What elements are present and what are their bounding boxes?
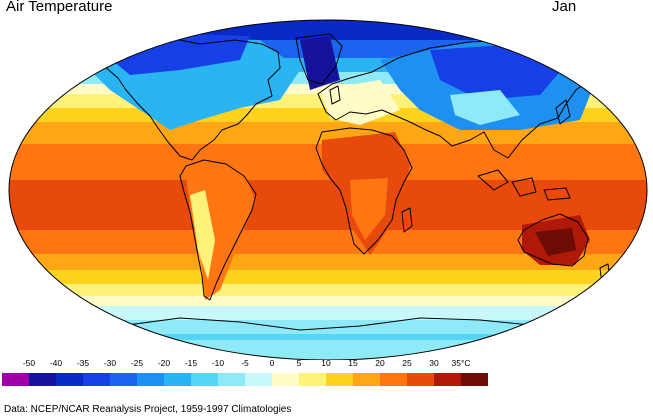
europe	[320, 80, 400, 125]
legend-label: -30	[103, 358, 117, 368]
legend-label: -25	[130, 358, 144, 368]
coast-eurasia	[317, 39, 605, 159]
legend-label: -40	[49, 358, 63, 368]
globe-outline	[8, 19, 648, 360]
legend-label: 30	[429, 358, 439, 368]
temperature-bands	[9, 20, 647, 360]
legend-label: -15	[184, 358, 198, 368]
legend-labels: -50 -40 -35 -30 -25 -20 -15 -10 -5 0 5 10 15 20 25 30 35…	[2, 358, 471, 372]
data-source: Data: NCEP/NCAR Reanalysis Project, 1959…	[4, 404, 292, 415]
coast-north-america	[87, 37, 281, 161]
legend-label: 35°C	[451, 358, 471, 368]
legend-swatch	[218, 373, 245, 386]
coast-greenland	[295, 33, 343, 85]
legend-label: 25	[402, 358, 412, 368]
coastlines	[87, 33, 611, 331]
legend-swatch	[407, 373, 434, 386]
legend-swatch	[137, 373, 164, 386]
legend-swatch	[353, 373, 380, 386]
legend-swatch	[2, 373, 29, 386]
legend-swatch	[164, 373, 191, 386]
map-title: Air Temperature	[6, 0, 113, 15]
legend-swatch	[380, 373, 407, 386]
legend-label: 5	[296, 358, 302, 368]
legend-swatch	[299, 373, 326, 386]
legend-label: 15	[348, 358, 358, 368]
legend-label: -50	[22, 358, 36, 368]
legend-swatch	[83, 373, 110, 386]
month-label: Jan	[552, 0, 577, 15]
legend-label: -10	[211, 358, 225, 368]
legend-swatch	[56, 373, 83, 386]
legend-label: -35	[76, 358, 90, 368]
legend-swatch	[272, 373, 299, 386]
temperature-map	[8, 19, 648, 360]
legend-swatch	[434, 373, 461, 386]
legend-label: -20	[157, 358, 171, 368]
legend-label: 20	[375, 358, 385, 368]
legend-swatch	[191, 373, 218, 386]
coast-south-america	[179, 159, 257, 301]
legend-swatch	[461, 373, 488, 386]
tibet-cold	[450, 90, 520, 125]
coast-australia	[517, 213, 589, 267]
greenland-cold	[300, 36, 340, 90]
legend-label: 10	[321, 358, 331, 368]
legend-label: 0	[269, 358, 275, 368]
legend-swatch	[245, 373, 272, 386]
legend-label: -5	[241, 358, 249, 368]
legend-swatch	[29, 373, 56, 386]
legend-swatch	[326, 373, 353, 386]
legend-swatch	[110, 373, 137, 386]
band-tropics	[9, 180, 647, 230]
color-legend: -50 -40 -35 -30 -25 -20 -15 -10 -5 0 5 10 15 20 25 30 35…	[2, 358, 488, 386]
legend-bar	[2, 373, 488, 386]
coast-africa	[315, 127, 413, 255]
